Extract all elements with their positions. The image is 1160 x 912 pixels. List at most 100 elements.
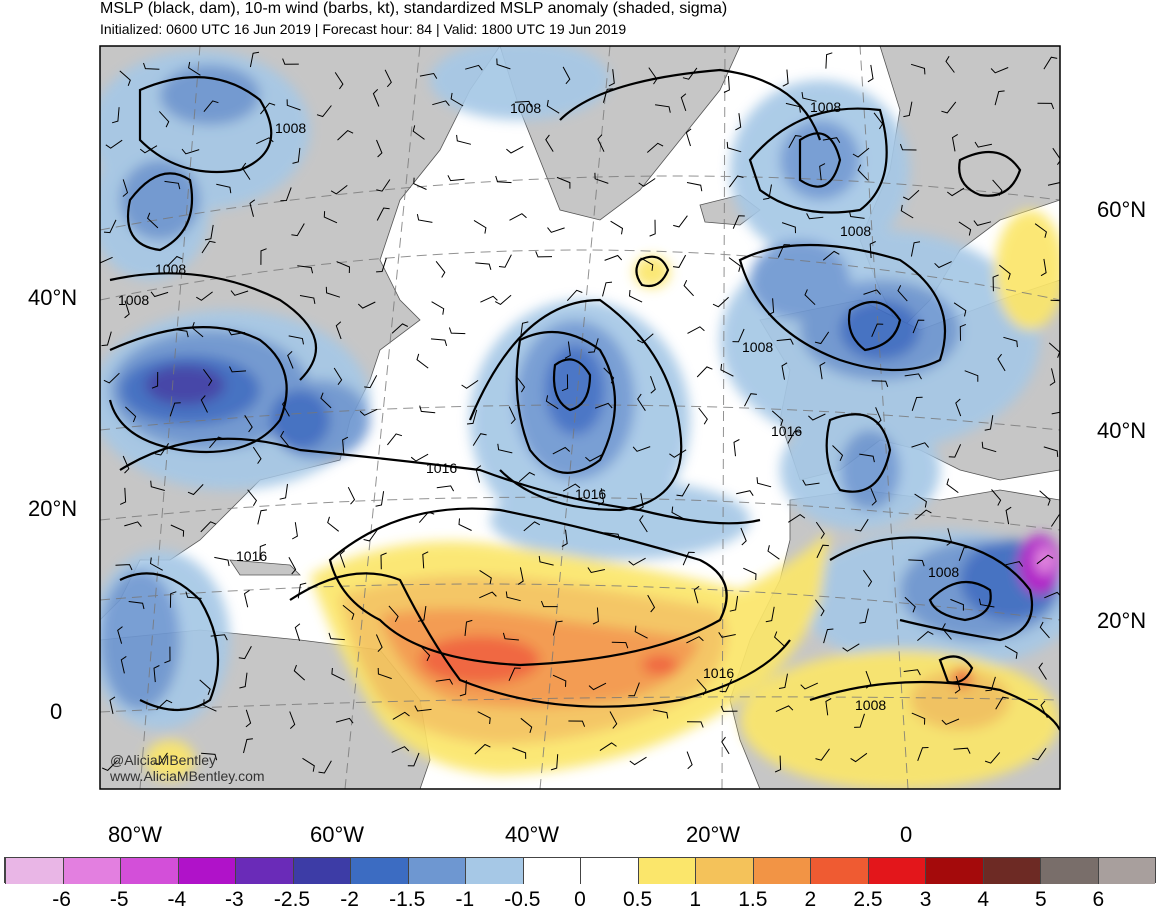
wind-barb bbox=[669, 449, 687, 458]
wind-barb bbox=[111, 107, 120, 124]
colorbar-swatch bbox=[810, 858, 868, 884]
wind-barb bbox=[903, 669, 921, 676]
wind-barb bbox=[959, 323, 966, 341]
wind-barb bbox=[466, 409, 478, 425]
map-frame bbox=[99, 45, 1061, 790]
wind-barb bbox=[376, 207, 390, 221]
wind-barb bbox=[628, 682, 640, 697]
wind-barb bbox=[249, 51, 260, 68]
wind-barb bbox=[857, 164, 869, 181]
wind-barb bbox=[418, 511, 435, 523]
wind-barb bbox=[377, 667, 392, 680]
wind-barb bbox=[743, 567, 757, 581]
wind-barb bbox=[686, 636, 704, 644]
wind-barb bbox=[520, 321, 529, 338]
wind-barb bbox=[475, 465, 482, 483]
credit-site: www.AliciaMBentley.com bbox=[110, 768, 265, 784]
wind-barb bbox=[1005, 506, 1012, 525]
colorbar-swatch bbox=[407, 858, 465, 884]
wind-barb bbox=[335, 321, 342, 340]
wind-barb bbox=[997, 353, 1006, 372]
wind-barb bbox=[147, 212, 159, 229]
wind-barb bbox=[391, 323, 409, 334]
wind-barb bbox=[336, 261, 351, 274]
colorbar-label: 5 bbox=[1034, 888, 1047, 911]
wind-barb bbox=[611, 641, 629, 649]
wind-barb bbox=[562, 66, 571, 85]
isobar-label: 1016 bbox=[236, 548, 267, 564]
wind-barb bbox=[946, 478, 959, 494]
wind-barb bbox=[900, 204, 914, 219]
wind-barb bbox=[244, 415, 253, 433]
wind-barb bbox=[808, 413, 826, 421]
colorbar-label: -0.5 bbox=[504, 888, 541, 911]
colorbar-label: 3 bbox=[919, 888, 932, 911]
wind-barb bbox=[245, 709, 252, 728]
colorbar-swatch bbox=[1097, 858, 1155, 884]
wind-barb bbox=[698, 407, 708, 425]
wind-barb bbox=[1051, 411, 1060, 415]
wind-barb bbox=[102, 760, 118, 771]
wind-barb bbox=[729, 595, 739, 612]
colorbar-label: -2.5 bbox=[273, 888, 311, 911]
wind-barb bbox=[414, 705, 432, 712]
wind-barb bbox=[334, 72, 344, 90]
wind-barb bbox=[550, 754, 559, 771]
wind-barb bbox=[908, 559, 925, 567]
wind-barb bbox=[430, 338, 448, 347]
colorbar-swatch bbox=[1040, 858, 1098, 884]
wind-barb bbox=[815, 599, 825, 617]
wind-barb bbox=[203, 699, 217, 712]
wind-barb bbox=[869, 241, 876, 259]
wind-barb bbox=[150, 480, 165, 491]
wind-barb bbox=[479, 569, 492, 584]
wind-barb bbox=[538, 555, 554, 566]
wind-barb bbox=[902, 189, 920, 201]
wind-barb bbox=[556, 176, 571, 189]
wind-barb bbox=[1003, 336, 1018, 348]
wind-barb bbox=[376, 258, 387, 273]
wind-barb bbox=[392, 711, 410, 720]
wind-barb bbox=[767, 298, 775, 316]
wind-barb bbox=[535, 251, 553, 258]
wind-barb bbox=[342, 604, 355, 620]
wind-barb bbox=[1050, 514, 1060, 527]
wind-barb bbox=[505, 591, 521, 602]
wind-barb bbox=[628, 557, 646, 566]
wind-barb bbox=[331, 667, 345, 681]
wind-barb bbox=[109, 696, 116, 715]
wind-barb bbox=[736, 490, 754, 496]
colorbar-swatch bbox=[637, 858, 695, 884]
wind-barb bbox=[282, 58, 299, 65]
wind-barb bbox=[151, 371, 159, 389]
wind-barb bbox=[948, 444, 962, 458]
wind-barb bbox=[128, 601, 145, 610]
wind-barb bbox=[419, 405, 436, 414]
wind-barb bbox=[1039, 490, 1051, 506]
wind-barb bbox=[561, 374, 569, 392]
wind-barb bbox=[249, 199, 256, 217]
wind-barb bbox=[984, 752, 1001, 764]
colorbar-swatch bbox=[522, 858, 580, 884]
isobar-label: 1008 bbox=[510, 100, 541, 116]
wind-barb bbox=[609, 711, 618, 729]
wind-barb bbox=[164, 180, 181, 190]
wind-barb bbox=[685, 128, 692, 147]
wind-barb bbox=[594, 402, 613, 409]
wind-barb bbox=[316, 105, 332, 118]
wind-barb bbox=[992, 274, 999, 292]
wind-barb bbox=[842, 643, 860, 652]
colorbar-label: 6 bbox=[1092, 888, 1105, 911]
wind-barb bbox=[771, 410, 784, 426]
wind-barb bbox=[101, 331, 112, 347]
wind-barb bbox=[720, 363, 734, 377]
colorbar-label: 4 bbox=[977, 888, 990, 911]
wind-barb bbox=[806, 213, 824, 220]
wind-barb bbox=[693, 585, 700, 604]
wind-barb bbox=[291, 522, 298, 540]
wind-barb bbox=[649, 219, 656, 237]
wind-barb bbox=[867, 64, 874, 83]
wind-barb bbox=[517, 567, 524, 585]
isobars bbox=[108, 68, 1060, 731]
